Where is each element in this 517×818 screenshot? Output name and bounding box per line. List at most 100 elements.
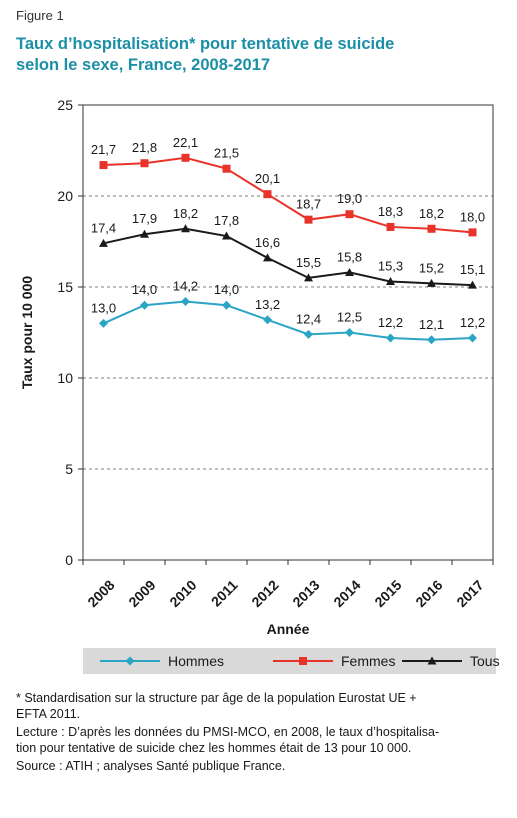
data-label-hommes: 12,1 [419,317,444,332]
data-point-femmes [345,210,354,219]
data-label-hommes: 14,0 [132,282,157,297]
data-point-femmes [468,228,477,237]
data-point-tous [468,280,477,289]
data-point-femmes [181,153,190,162]
data-label-tous: 17,4 [91,220,116,235]
chart-title-line1: Taux d’hospitalisation* pour tentative d… [16,35,395,53]
x-tick-label: 2008 [84,577,117,610]
data-point-tous [304,273,313,282]
data-point-hommes [468,333,477,343]
legend-item-femmes: Femmes [273,653,395,669]
legend-marker-femmes [299,657,307,665]
legend-label-femmes: Femmes [341,653,395,669]
x-tick-label: 2014 [330,577,363,610]
data-label-femmes: 21,7 [91,142,116,157]
lecture-line2: tion pour tentative de suicide chez les … [16,741,412,755]
data-label-tous: 15,8 [337,249,362,264]
legend-item-hommes: Hommes [100,653,224,669]
data-point-hommes [181,297,190,307]
data-label-femmes: 18,7 [296,197,321,212]
series-line-femmes [103,156,473,234]
data-label-hommes: 13,2 [255,297,280,312]
data-label-tous: 15,2 [419,260,444,275]
data-point-tous [427,278,436,287]
data-point-hommes [222,300,231,310]
x-tick-label: 2012 [248,577,281,610]
data-label-hommes: 13,0 [91,300,116,315]
data-point-femmes [263,190,272,199]
data-point-hommes [99,318,108,328]
y-tick-label: 10 [57,370,73,386]
x-tick-label: 2013 [289,577,322,610]
data-label-femmes: 21,8 [132,140,157,155]
data-point-hommes [427,335,436,345]
x-tick-label: 2016 [412,577,445,610]
data-label-femmes: 18,3 [378,204,403,219]
x-tick-label: 2011 [208,577,241,610]
data-point-femmes [99,161,108,170]
data-point-tous [222,231,231,240]
series-line-tous [103,227,473,287]
data-point-hommes [386,333,395,343]
data-label-hommes: 12,4 [296,311,321,326]
data-label-tous: 15,1 [460,262,485,277]
data-label-hommes: 12,5 [337,310,362,325]
data-label-tous: 18,2 [173,206,198,221]
y-tick-label: 20 [57,188,73,204]
y-tick-label: 5 [65,461,73,477]
x-tick-label: 2009 [125,577,158,610]
x-tick-label: 2015 [371,577,404,610]
data-label-hommes: 12,2 [378,315,403,330]
data-label-tous: 15,5 [296,255,321,270]
data-point-hommes [263,315,272,325]
series-line-hommes [103,300,473,341]
x-axis-title: Année [267,621,310,637]
data-point-tous [345,267,354,276]
lecture-note: Lecture : D’après les données du PMSI-MC… [16,724,506,756]
data-point-tous [99,238,108,247]
data-point-femmes [140,159,149,168]
data-point-hommes [304,329,313,339]
data-point-tous [140,229,149,238]
data-label-tous: 15,3 [378,259,403,274]
data-label-femmes: 22,1 [173,135,198,150]
plot-area [82,104,494,561]
y-tick-label: 25 [57,97,73,113]
data-point-tous [263,253,272,262]
y-tick-label: 15 [57,279,73,295]
legend-item-tous: Tous [402,653,500,669]
data-label-hommes: 12,2 [460,315,485,330]
data-point-femmes [427,224,436,233]
data-label-tous: 17,8 [214,213,239,228]
data-point-femmes [222,164,231,173]
data-label-femmes: 20,1 [255,171,280,186]
x-tick-label: 2010 [166,577,199,610]
legend-marker-hommes [125,656,135,666]
data-point-hommes [140,300,149,310]
data-label-hommes: 14,0 [214,282,239,297]
data-point-tous [386,277,395,286]
data-label-tous: 16,6 [255,235,280,250]
data-point-femmes [386,222,395,231]
chart-title: Taux d’hospitalisation* pour tentative d… [16,34,496,76]
legend-marker-tous [427,656,437,665]
y-tick-label: 0 [65,552,73,568]
footnote: * Standardisation sur la structure par â… [16,690,506,722]
data-label-femmes: 18,0 [460,209,485,224]
data-label-femmes: 21,5 [214,146,239,161]
data-point-femmes [304,215,313,224]
chart-title-line2: selon le sexe, France, 2008-2017 [16,56,271,74]
legend-label-tous: Tous [470,653,500,669]
y-axis-title: Taux pour 10 000 [19,276,35,390]
footnote-line2: EFTA 2011. [16,707,81,721]
x-tick-label: 2017 [453,577,486,610]
data-point-hommes [345,328,354,337]
source-note: Source : ATIH ; analyses Santé publique … [16,759,286,773]
data-point-tous [181,224,190,233]
footnote-line1: * Standardisation sur la structure par â… [16,691,417,705]
data-label-hommes: 14,2 [173,279,198,294]
legend-label-hommes: Hommes [168,653,224,669]
data-label-tous: 17,9 [132,211,157,226]
lecture-line1: Lecture : D’après les données du PMSI-MC… [16,725,440,739]
data-label-femmes: 18,2 [419,206,444,221]
